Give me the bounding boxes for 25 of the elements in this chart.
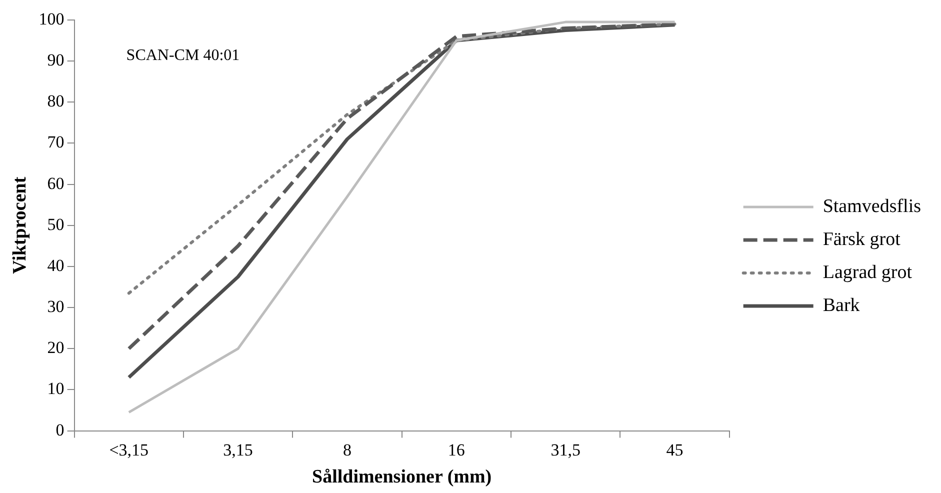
x-tick-label: <3,15 <box>109 440 149 460</box>
y-tick-label: 100 <box>38 9 64 28</box>
y-tick-label: 20 <box>47 338 64 358</box>
legend-label: Färsk grot <box>822 228 902 250</box>
line-series <box>127 22 676 295</box>
y-axis-title: Viktprocent <box>9 176 30 274</box>
legend-label: Lagrad grot <box>822 262 913 283</box>
legend-label: Bark <box>822 294 860 316</box>
x-tick-label: 3,15 <box>223 440 253 460</box>
legend-label: Stamvedsflis <box>822 196 922 217</box>
x-tick-label: 45 <box>666 440 684 460</box>
y-tick-label: 10 <box>47 379 64 398</box>
y-tick-label: 90 <box>47 50 64 70</box>
annotation: SCAN-CM 40:01 <box>126 47 240 64</box>
y-tick-label: 40 <box>47 256 64 275</box>
y-tick-label: 30 <box>47 297 64 316</box>
y-tick-label: 50 <box>47 214 64 234</box>
y-tick-label: 0 <box>56 420 64 440</box>
y-tick-label: 60 <box>47 174 64 193</box>
y-tick-label: 70 <box>47 132 64 152</box>
x-tick-label: 16 <box>448 440 465 460</box>
x-axis-title: Sålldimensioner (mm) <box>312 466 492 488</box>
y-tick-label: 80 <box>47 92 64 111</box>
x-tick-label: 8 <box>342 440 352 460</box>
x-tick-label: 31,5 <box>550 440 580 460</box>
